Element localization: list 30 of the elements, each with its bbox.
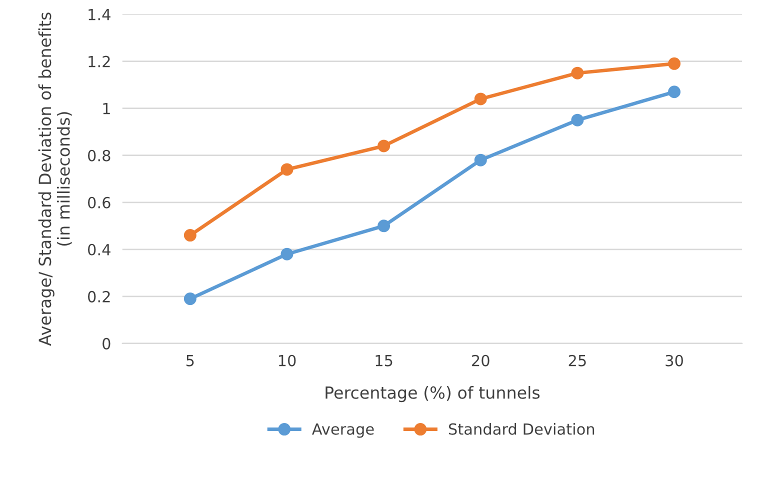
y-tick-label: 1.4 [88, 8, 110, 20]
x-tick-label: 15 [376, 355, 392, 366]
x-tick-label: 5 [186, 355, 194, 366]
point [184, 229, 196, 242]
legend-label: Average [312, 423, 374, 438]
y-tick-label: 1.2 [88, 56, 110, 68]
y-axis-title: Average/ Standard Deviation of benefits (in milliseconds) [38, 12, 72, 346]
y-tick-label: 0.8 [88, 150, 110, 162]
point [571, 66, 584, 80]
x-tick-label: 25 [568, 354, 586, 366]
y-tick-label: 0.2 [88, 290, 110, 302]
point [668, 57, 681, 70]
point [280, 248, 294, 260]
point [474, 92, 487, 106]
x-axis-title: Percentage (%) of tunnels [326, 386, 540, 402]
point [378, 220, 390, 232]
point [668, 86, 681, 98]
point [378, 140, 390, 152]
y-tick-label: 0 [102, 338, 110, 350]
y-tick-label: 0.4 [88, 244, 110, 256]
x-tick-label: 10 [278, 354, 296, 366]
y-tick-label: 0.6 [88, 196, 110, 208]
point [571, 114, 584, 126]
point [280, 163, 294, 176]
x-tick-label: 20 [472, 354, 490, 366]
x-tick-label: 30 [666, 354, 683, 366]
y-tick-label: 1 [103, 103, 110, 114]
point [184, 292, 196, 306]
point [474, 154, 487, 166]
legend-label: Standard Deviation [448, 423, 594, 435]
